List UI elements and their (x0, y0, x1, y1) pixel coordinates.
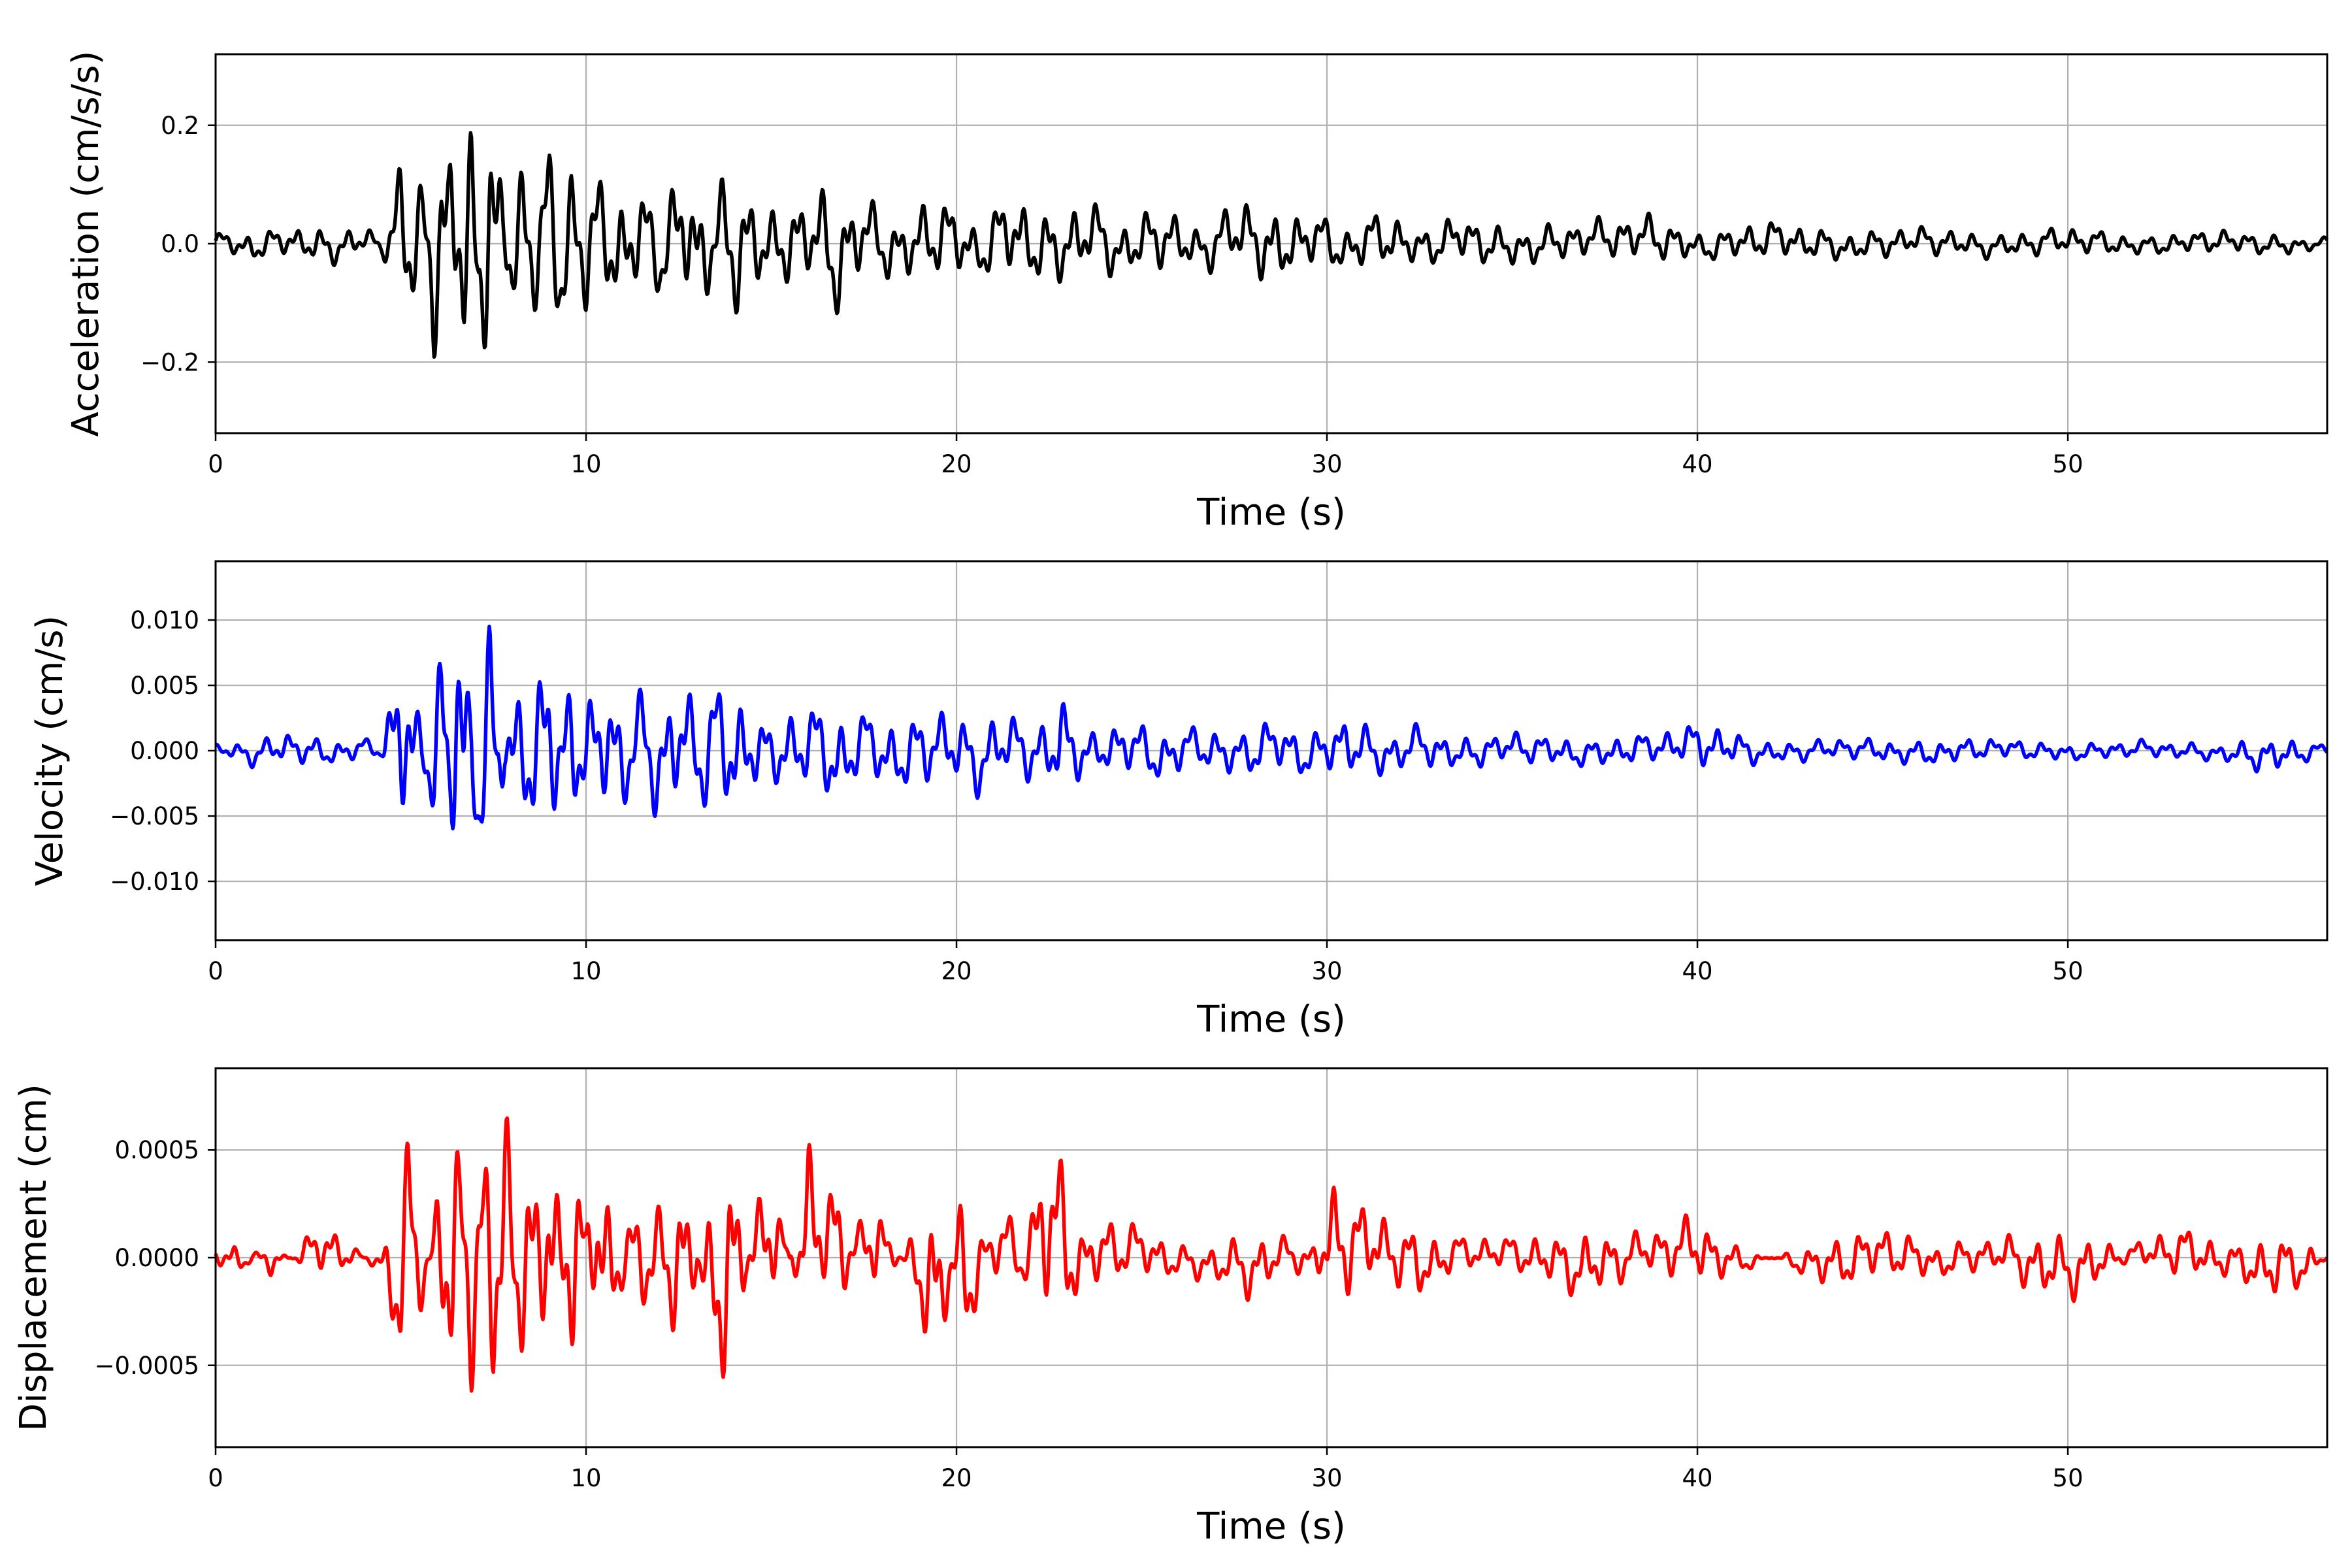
x-tick-label: 50 (2053, 957, 2083, 985)
acceleration-panel: 0 10 20 30 40 50 0.2 0.0 −0.2 Time (s) Acceleratio… (65, 51, 2329, 534)
x-tick-label: 50 (2053, 450, 2083, 478)
acceleration-y-axis-label: Acceleration (cm/s/s) (65, 51, 107, 437)
x-tick-label: 30 (1312, 450, 1343, 478)
x-tick-label: 10 (570, 957, 601, 985)
x-tick-label: 20 (941, 1464, 972, 1492)
displacement-panel: 0 10 20 30 40 50 0.0005 0.0000 −0.0005 Time (s) Di… (12, 1067, 2328, 1548)
displacement-y-axis-label: Displacement (cm) (12, 1084, 55, 1431)
velocity-series-line (214, 625, 2328, 831)
y-tick-label: 0.005 (130, 672, 199, 700)
y-tick-label: −0.010 (110, 868, 199, 896)
acceleration-x-axis-label: Time (s) (1196, 491, 1346, 534)
x-tick-label: 50 (2053, 1464, 2083, 1492)
acceleration-series-line (214, 131, 2329, 359)
y-tick-label: 0.2 (161, 112, 199, 140)
y-tick-label: 0.0 (161, 230, 199, 258)
displacement-x-axis-label: Time (s) (1196, 1505, 1346, 1548)
y-tick-label: 0.010 (130, 606, 199, 634)
x-tick-label: 20 (941, 957, 972, 985)
x-tick-label: 0 (208, 1464, 223, 1492)
y-tick-label: −0.005 (110, 802, 199, 830)
velocity-x-axis-label: Time (s) (1196, 998, 1346, 1041)
x-tick-label: 40 (1682, 450, 1713, 478)
x-tick-label: 40 (1682, 1464, 1713, 1492)
x-tick-label: 10 (570, 1464, 601, 1492)
x-tick-label: 20 (941, 450, 972, 478)
y-tick-label: −0.2 (140, 348, 199, 376)
x-tick-label: 0 (208, 957, 223, 985)
y-tick-label: 0.0000 (115, 1244, 199, 1272)
x-tick-label: 10 (570, 450, 601, 478)
y-tick-label: 0.000 (130, 737, 199, 765)
y-tick-label: −0.0005 (95, 1352, 199, 1380)
x-tick-label: 0 (208, 450, 223, 478)
y-tick-label: 0.0005 (115, 1136, 199, 1164)
x-tick-label: 30 (1312, 957, 1343, 985)
velocity-panel: 0 10 20 30 40 50 0.010 0.005 0.000 −0.005 −0.010 Ti… (29, 560, 2328, 1041)
displacement-series-line (214, 1116, 2328, 1393)
x-tick-label: 30 (1312, 1464, 1343, 1492)
x-tick-label: 40 (1682, 957, 1713, 985)
velocity-y-axis-label: Velocity (cm/s) (29, 615, 71, 887)
